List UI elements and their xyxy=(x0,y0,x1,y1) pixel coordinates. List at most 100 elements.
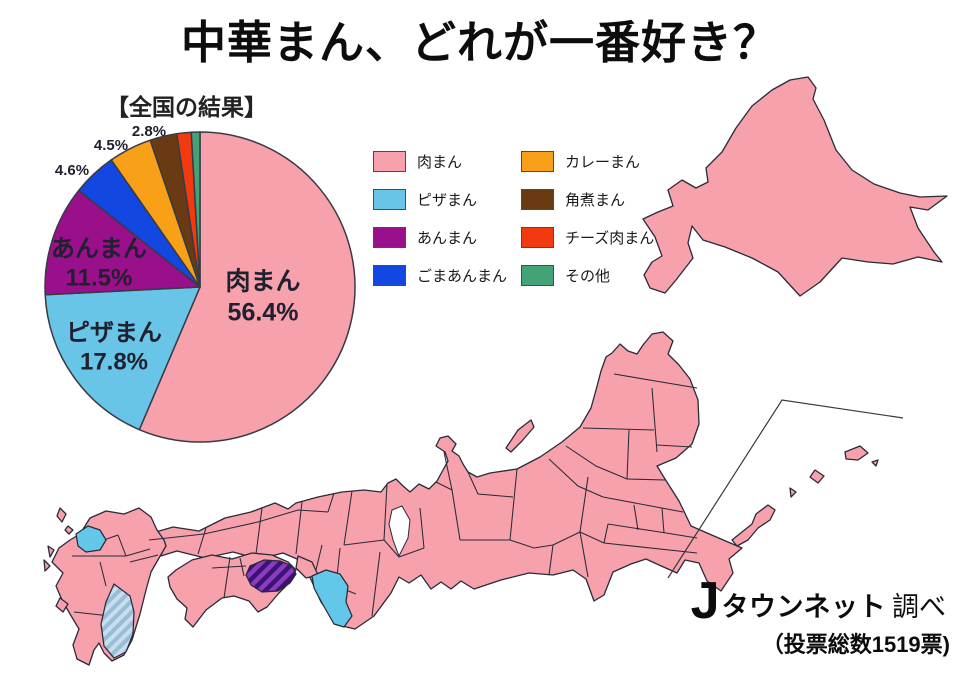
prefecture-border xyxy=(656,444,693,448)
chart-legend: 肉まん ピザまん あんまん ごまあんまん カレーまん 角煮まん チーズ肉まん その他 xyxy=(373,142,654,294)
prefecture-border xyxy=(579,476,589,533)
prefecture-border xyxy=(211,565,247,569)
legend-label: あんまん xyxy=(417,229,478,247)
prefecture-border xyxy=(579,531,605,544)
legend-item-1: 肉まん xyxy=(373,142,521,180)
prefecture-border xyxy=(103,534,119,541)
prefecture-border xyxy=(633,504,639,531)
prefecture-border xyxy=(467,471,514,498)
prefecture-border xyxy=(602,496,684,513)
kyushu-west-islands xyxy=(43,507,74,613)
prefecture-border xyxy=(223,556,231,599)
prefecture-border xyxy=(509,468,518,541)
jtown-logo-suffix: 調べ xyxy=(892,592,946,622)
prefecture-border xyxy=(443,451,453,491)
legend-swatch xyxy=(373,264,406,286)
legend-label: ごまあんまん xyxy=(417,267,508,285)
legend-item-4: ごまあんまん xyxy=(373,256,521,294)
pie-label-6: 2.8% xyxy=(131,122,167,140)
pie-label-2: ピザまん 17.8% xyxy=(66,319,162,376)
legend-item-6: 角煮まん xyxy=(521,180,654,218)
pie-slice-2 xyxy=(44,286,201,431)
legend-swatch xyxy=(373,188,406,210)
jtown-logo-j-icon: J xyxy=(690,572,720,630)
prefecture-borders xyxy=(72,373,698,617)
legend-swatch xyxy=(521,188,554,210)
legend-swatch xyxy=(521,226,554,248)
legend-item-7: チーズ肉まん xyxy=(521,218,654,256)
hokkaido-region xyxy=(642,76,948,297)
prefecture-border xyxy=(603,542,698,554)
amakusa-island xyxy=(55,597,69,613)
small-island-1 xyxy=(871,459,879,467)
pie-section-heading: 【全国の結果】 xyxy=(106,94,267,120)
pie-slice-8 xyxy=(190,131,201,288)
prefecture-border xyxy=(383,483,388,541)
legend-item-3: あんまん xyxy=(373,218,521,256)
prefecture-border xyxy=(552,531,581,546)
prefecture-border xyxy=(603,523,609,544)
prefecture-border xyxy=(613,373,698,389)
legend-item-8: その他 xyxy=(521,256,654,294)
pie-label-4: 4.6% xyxy=(54,161,90,179)
small-island-2 xyxy=(789,487,797,498)
prefecture-border xyxy=(255,507,263,555)
prefecture-border xyxy=(565,445,628,480)
pie-chart xyxy=(44,131,356,443)
prefecture-border xyxy=(548,458,604,498)
prefecture-border xyxy=(626,429,630,480)
prefecture-border xyxy=(371,551,381,617)
tokunoshima-island xyxy=(809,469,825,484)
pie-slice-3 xyxy=(44,189,201,296)
prefecture-border xyxy=(125,548,151,557)
wakayama-highlight xyxy=(311,569,353,628)
prefecture-border xyxy=(435,481,453,491)
prefecture-border xyxy=(383,539,425,558)
prefecture-border xyxy=(148,509,329,541)
pie-label-5: 4.5% xyxy=(93,136,129,154)
jtown-logo-brand: タウンネット xyxy=(721,592,886,622)
okinawa-islands-region xyxy=(731,445,879,547)
prefecture-border xyxy=(239,557,245,577)
legend-swatch xyxy=(521,264,554,286)
prefecture-border xyxy=(548,544,554,576)
legend-swatch xyxy=(373,150,406,172)
prefecture-border xyxy=(651,387,658,453)
prefecture-border xyxy=(419,507,425,549)
amami-island xyxy=(844,445,869,461)
prefecture-border xyxy=(343,490,353,546)
prefecture-border xyxy=(509,539,554,549)
legend-item-2: ピザまん xyxy=(373,180,521,218)
source-attribution: J タウンネット 調べ xyxy=(690,572,946,630)
prefecture-border xyxy=(607,523,667,534)
lake-biwa xyxy=(388,505,411,558)
hirado-island xyxy=(47,545,55,558)
legend-swatch xyxy=(373,226,406,248)
tsushima-island xyxy=(56,507,67,523)
prefecture-border xyxy=(343,539,385,546)
prefecture-border xyxy=(661,507,665,534)
prefecture-border xyxy=(129,554,159,563)
miyazaki-highlight xyxy=(100,583,135,659)
main-title: 中華まん、どれが一番好き？ xyxy=(180,17,779,68)
legend-label: 肉まん xyxy=(417,153,463,171)
prefecture-border xyxy=(327,492,335,513)
saga-highlight xyxy=(75,525,107,553)
legend-label: 角煮まん xyxy=(565,191,626,209)
legend-label: チーズ肉まん xyxy=(565,229,655,247)
prefecture-border xyxy=(582,427,655,431)
prefecture-border xyxy=(579,531,589,578)
prefecture-border xyxy=(451,489,461,541)
sado-island xyxy=(505,419,535,453)
prefecture-border xyxy=(99,561,107,587)
inset-divider-line xyxy=(667,399,904,579)
pie-label-3: あんまん 11.5% xyxy=(51,235,147,292)
okinawa-main-island xyxy=(731,504,776,547)
goto-island xyxy=(43,559,51,572)
prefecture-border xyxy=(626,478,666,481)
legend-swatch xyxy=(521,150,554,172)
tokushima-highlight xyxy=(245,559,297,593)
legend-label: その他 xyxy=(565,267,611,285)
